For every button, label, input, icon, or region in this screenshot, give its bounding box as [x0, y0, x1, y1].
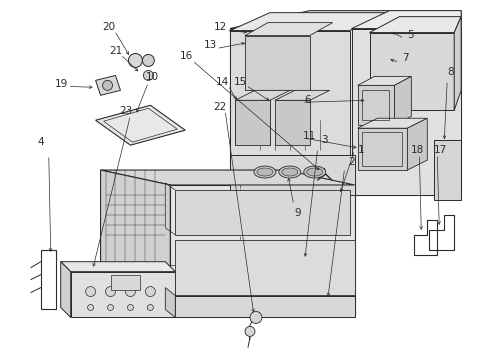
Polygon shape	[369, 32, 453, 110]
Circle shape	[87, 305, 93, 310]
Text: 7: 7	[401, 54, 408, 63]
Text: 21: 21	[109, 45, 122, 55]
Polygon shape	[95, 75, 120, 95]
Circle shape	[143, 71, 153, 80]
Polygon shape	[95, 105, 185, 145]
Ellipse shape	[253, 166, 275, 178]
Text: 13: 13	[203, 40, 216, 50]
Circle shape	[128, 54, 142, 67]
Polygon shape	[235, 90, 289, 100]
Polygon shape	[407, 118, 427, 170]
Ellipse shape	[256, 168, 272, 176]
Polygon shape	[357, 118, 427, 128]
Circle shape	[147, 305, 153, 310]
Circle shape	[107, 305, 113, 310]
Text: 11: 11	[303, 131, 316, 141]
Polygon shape	[101, 170, 170, 315]
Text: 18: 18	[410, 145, 423, 155]
Text: 23: 23	[119, 106, 132, 116]
Polygon shape	[357, 76, 410, 85]
Ellipse shape	[303, 166, 325, 178]
Polygon shape	[229, 31, 349, 155]
Polygon shape	[357, 85, 394, 125]
Text: 22: 22	[213, 102, 226, 112]
Text: 3: 3	[321, 135, 327, 145]
Polygon shape	[61, 262, 175, 272]
Polygon shape	[453, 17, 460, 110]
Text: 16: 16	[179, 51, 192, 62]
Polygon shape	[351, 28, 460, 195]
Polygon shape	[244, 23, 332, 36]
Polygon shape	[351, 11, 460, 28]
Circle shape	[85, 287, 95, 297]
Polygon shape	[175, 240, 354, 294]
Text: 20: 20	[102, 22, 115, 32]
Text: 12: 12	[213, 22, 226, 32]
Text: 2: 2	[347, 157, 354, 167]
Polygon shape	[229, 13, 388, 31]
Circle shape	[105, 287, 115, 297]
Text: 1: 1	[358, 145, 364, 155]
Text: 8: 8	[446, 67, 452, 77]
Polygon shape	[394, 76, 410, 125]
Ellipse shape	[278, 166, 300, 178]
Circle shape	[127, 305, 133, 310]
Text: 10: 10	[145, 72, 159, 82]
Polygon shape	[433, 140, 460, 200]
Polygon shape	[110, 275, 140, 289]
Polygon shape	[235, 100, 269, 145]
Circle shape	[125, 287, 135, 297]
Text: 5: 5	[406, 30, 413, 40]
Polygon shape	[170, 185, 354, 315]
Text: 17: 17	[433, 145, 446, 155]
Text: 4: 4	[38, 137, 44, 147]
Polygon shape	[244, 36, 309, 90]
Circle shape	[142, 54, 154, 67]
Polygon shape	[229, 11, 460, 28]
Polygon shape	[71, 272, 175, 318]
Text: 9: 9	[294, 208, 301, 218]
Polygon shape	[229, 28, 460, 195]
Polygon shape	[175, 296, 354, 318]
Circle shape	[145, 287, 155, 297]
Circle shape	[244, 327, 254, 336]
Text: 19: 19	[55, 79, 68, 89]
Polygon shape	[274, 90, 329, 100]
Ellipse shape	[306, 168, 322, 176]
Polygon shape	[101, 170, 354, 185]
Polygon shape	[229, 155, 354, 195]
Polygon shape	[165, 288, 175, 318]
Text: 15: 15	[233, 77, 246, 87]
Ellipse shape	[281, 168, 297, 176]
Polygon shape	[274, 100, 309, 145]
Text: 14: 14	[215, 77, 228, 87]
Polygon shape	[175, 190, 349, 235]
Polygon shape	[357, 128, 407, 170]
Polygon shape	[61, 262, 71, 318]
Circle shape	[102, 80, 112, 90]
Polygon shape	[369, 17, 460, 32]
Text: 6: 6	[304, 95, 310, 105]
Circle shape	[249, 311, 262, 323]
